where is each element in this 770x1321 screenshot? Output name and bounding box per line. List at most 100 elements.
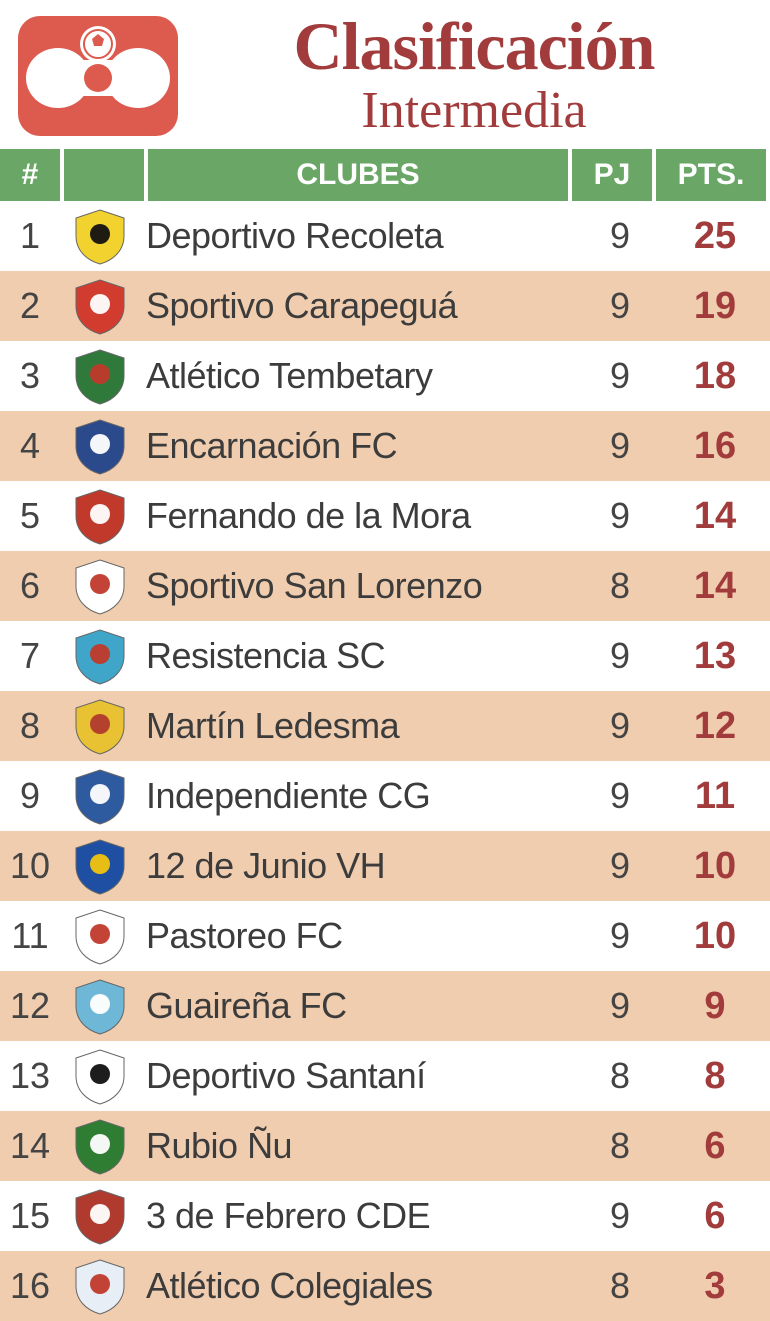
pts-cell: 18 — [660, 341, 770, 411]
rank-cell: 10 — [0, 831, 60, 901]
crest-icon — [60, 1251, 140, 1321]
crest-icon — [60, 971, 140, 1041]
rank-cell: 7 — [0, 621, 60, 691]
table-row: 13Deportivo Santaní88 — [0, 1041, 770, 1111]
pts-cell: 6 — [660, 1111, 770, 1181]
pj-cell: 8 — [580, 1041, 660, 1111]
rank-cell: 1 — [0, 201, 60, 271]
crest-icon — [60, 551, 140, 621]
club-cell: Resistencia SC — [140, 621, 580, 691]
crest-icon — [60, 201, 140, 271]
table-header: # CLUBES PJ PTS. — [0, 149, 770, 201]
pts-cell: 25 — [660, 201, 770, 271]
crest-icon — [60, 271, 140, 341]
rank-cell: 6 — [0, 551, 60, 621]
rank-cell: 11 — [0, 901, 60, 971]
rank-cell: 2 — [0, 271, 60, 341]
title-main: Clasificación — [196, 12, 752, 80]
crest-icon — [60, 1181, 140, 1251]
rank-cell: 3 — [0, 341, 60, 411]
pj-cell: 9 — [580, 691, 660, 761]
club-cell: Deportivo Recoleta — [140, 201, 580, 271]
pj-cell: 9 — [580, 341, 660, 411]
table-row: 4 Encarnación FC916 — [0, 411, 770, 481]
club-cell: Sportivo Carapeguá — [140, 271, 580, 341]
club-cell: Atlético Tembetary — [140, 341, 580, 411]
rank-cell: 14 — [0, 1111, 60, 1181]
pts-cell: 19 — [660, 271, 770, 341]
table-row: 6Sportivo San Lorenzo814 — [0, 551, 770, 621]
rank-cell: 4 — [0, 411, 60, 481]
table-row: 1012 de Junio VH910 — [0, 831, 770, 901]
col-header-pj: PJ — [572, 149, 652, 201]
club-cell: Rubio Ñu — [140, 1111, 580, 1181]
rank-cell: 5 — [0, 481, 60, 551]
pts-cell: 13 — [660, 621, 770, 691]
club-cell: Independiente CG — [140, 761, 580, 831]
pj-cell: 9 — [580, 831, 660, 901]
pts-cell: 12 — [660, 691, 770, 761]
table-row: 1 Deportivo Recoleta925 — [0, 201, 770, 271]
rank-cell: 13 — [0, 1041, 60, 1111]
rank-cell: 8 — [0, 691, 60, 761]
title: Clasificación Intermedia — [196, 12, 752, 139]
pj-cell: 8 — [580, 1251, 660, 1321]
rank-cell: 12 — [0, 971, 60, 1041]
crest-icon — [60, 411, 140, 481]
club-cell: Pastoreo FC — [140, 901, 580, 971]
table-row: 12Guaireña FC99 — [0, 971, 770, 1041]
club-cell: 3 de Febrero CDE — [140, 1181, 580, 1251]
rank-cell: 9 — [0, 761, 60, 831]
club-cell: Encarnación FC — [140, 411, 580, 481]
club-cell: Deportivo Santaní — [140, 1041, 580, 1111]
table-row: 9Independiente CG911 — [0, 761, 770, 831]
title-sub: Intermedia — [196, 82, 752, 139]
club-cell: Atlético Colegiales — [140, 1251, 580, 1321]
table-row: 153 de Febrero CDE96 — [0, 1181, 770, 1251]
table-row: 14 Rubio Ñu86 — [0, 1111, 770, 1181]
pj-cell: 9 — [580, 411, 660, 481]
table-row: 2 Sportivo Carapeguá919 — [0, 271, 770, 341]
pj-cell: 9 — [580, 201, 660, 271]
table-row: 7 Resistencia SC913 — [0, 621, 770, 691]
table-body: 1Deportivo Recoleta9252Sportivo Carapegu… — [0, 201, 770, 1321]
pj-cell: 8 — [580, 1111, 660, 1181]
table-row: 16Atlético Colegiales83 — [0, 1251, 770, 1321]
crest-icon — [60, 1041, 140, 1111]
pts-cell: 9 — [660, 971, 770, 1041]
crest-icon — [60, 691, 140, 761]
pts-cell: 14 — [660, 481, 770, 551]
table-row: 3 Atlético Tembetary918 — [0, 341, 770, 411]
club-cell: Martín Ledesma — [140, 691, 580, 761]
crest-icon — [60, 831, 140, 901]
pts-cell: 11 — [660, 761, 770, 831]
crest-icon — [60, 1111, 140, 1181]
pts-cell: 6 — [660, 1181, 770, 1251]
pj-cell: 8 — [580, 551, 660, 621]
pj-cell: 9 — [580, 761, 660, 831]
pts-cell: 16 — [660, 411, 770, 481]
col-header-pts: PTS. — [656, 149, 766, 201]
table-row: 8 Martín Ledesma912 — [0, 691, 770, 761]
table-row: 5 Fernando de la Mora914 — [0, 481, 770, 551]
club-cell: 12 de Junio VH — [140, 831, 580, 901]
crest-icon — [60, 901, 140, 971]
col-header-rank: # — [0, 149, 60, 201]
rank-cell: 15 — [0, 1181, 60, 1251]
col-header-crest — [64, 149, 144, 201]
pj-cell: 9 — [580, 971, 660, 1041]
league-logo — [18, 16, 178, 136]
club-cell: Sportivo San Lorenzo — [140, 551, 580, 621]
pts-cell: 10 — [660, 901, 770, 971]
pj-cell: 9 — [580, 901, 660, 971]
pts-cell: 3 — [660, 1251, 770, 1321]
pj-cell: 9 — [580, 481, 660, 551]
pj-cell: 9 — [580, 621, 660, 691]
club-cell: Fernando de la Mora — [140, 481, 580, 551]
crest-icon — [60, 481, 140, 551]
pj-cell: 9 — [580, 271, 660, 341]
pts-cell: 10 — [660, 831, 770, 901]
crest-icon — [60, 341, 140, 411]
pts-cell: 8 — [660, 1041, 770, 1111]
table-row: 11 Pastoreo FC910 — [0, 901, 770, 971]
